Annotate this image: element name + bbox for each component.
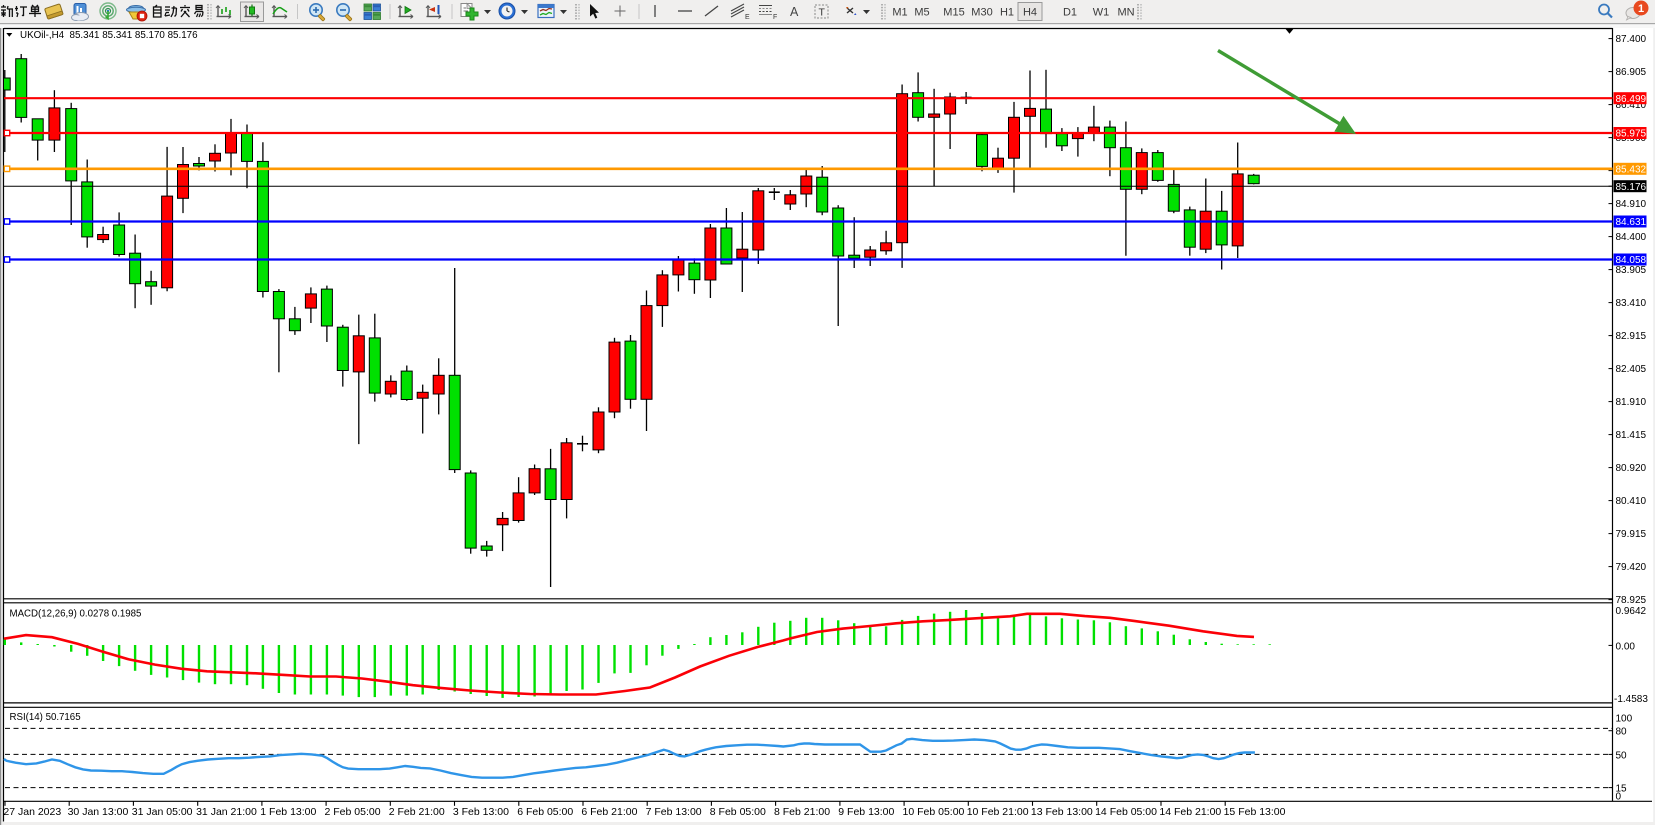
svg-text:H1: H1 xyxy=(1000,6,1014,18)
svg-text:82.405: 82.405 xyxy=(1616,364,1647,375)
svg-text:6 Feb 21:00: 6 Feb 21:00 xyxy=(581,806,637,818)
svg-text:W1: W1 xyxy=(1093,6,1110,18)
svg-text:27 Jan 2023: 27 Jan 2023 xyxy=(3,806,61,818)
svg-text:100: 100 xyxy=(1616,713,1633,724)
svg-text:80: 80 xyxy=(1616,727,1628,738)
svg-text:81.910: 81.910 xyxy=(1616,397,1647,408)
svg-text:84.058: 84.058 xyxy=(1616,255,1647,266)
svg-text:0.9642: 0.9642 xyxy=(1616,606,1647,617)
svg-text:86.905: 86.905 xyxy=(1616,67,1647,78)
svg-text:8 Feb 05:00: 8 Feb 05:00 xyxy=(710,806,766,818)
svg-text:82.915: 82.915 xyxy=(1616,331,1647,342)
svg-text:83.905: 83.905 xyxy=(1616,265,1647,276)
svg-text:1: 1 xyxy=(1638,3,1644,15)
svg-text:80.410: 80.410 xyxy=(1616,496,1647,507)
svg-text:79.915: 79.915 xyxy=(1616,529,1647,540)
svg-text:1 Feb 13:00: 1 Feb 13:00 xyxy=(260,806,316,818)
svg-text:UKOil-,H4 85.341 85.341 85.17: UKOil-,H4 85.341 85.341 85.170 85.176 xyxy=(20,30,198,41)
svg-text:M15: M15 xyxy=(943,6,964,18)
svg-text:M30: M30 xyxy=(971,6,992,18)
svg-text:M5: M5 xyxy=(914,6,929,18)
svg-text:E: E xyxy=(745,14,750,21)
svg-text:14 Feb 21:00: 14 Feb 21:00 xyxy=(1159,806,1221,818)
svg-text:T: T xyxy=(819,7,826,19)
svg-text:3 Feb 13:00: 3 Feb 13:00 xyxy=(453,806,509,818)
svg-text:81.415: 81.415 xyxy=(1616,430,1647,441)
svg-text:10 Feb 05:00: 10 Feb 05:00 xyxy=(903,806,965,818)
svg-text:MN: MN xyxy=(1117,6,1134,18)
svg-text:MACD(12,26,9) 0.0278 0.1985: MACD(12,26,9) 0.0278 0.1985 xyxy=(10,609,142,620)
svg-text:86.499: 86.499 xyxy=(1616,94,1647,105)
svg-text:D1: D1 xyxy=(1063,6,1077,18)
svg-text:2 Feb 05:00: 2 Feb 05:00 xyxy=(325,806,381,818)
svg-text:15 Feb 13:00: 15 Feb 13:00 xyxy=(1224,806,1286,818)
svg-text:14 Feb 05:00: 14 Feb 05:00 xyxy=(1095,806,1157,818)
svg-text:-1.4583: -1.4583 xyxy=(1614,694,1648,705)
svg-text:0: 0 xyxy=(1616,791,1622,802)
svg-text:78.925: 78.925 xyxy=(1616,595,1647,606)
svg-text:RSI(14) 50.7165: RSI(14) 50.7165 xyxy=(10,712,81,723)
svg-text:A: A xyxy=(790,5,799,19)
svg-text:31 Jan 05:00: 31 Jan 05:00 xyxy=(132,806,193,818)
svg-text:50: 50 xyxy=(1616,750,1628,761)
svg-text:M1: M1 xyxy=(892,6,907,18)
svg-text:9 Feb 13:00: 9 Feb 13:00 xyxy=(838,806,894,818)
svg-text:15: 15 xyxy=(1616,783,1628,794)
svg-text:80.920: 80.920 xyxy=(1616,463,1647,474)
svg-text:F: F xyxy=(773,14,777,21)
svg-text:84.910: 84.910 xyxy=(1616,199,1647,210)
svg-text:84.400: 84.400 xyxy=(1616,232,1647,243)
svg-text:0.00: 0.00 xyxy=(1616,641,1636,652)
svg-text:79.420: 79.420 xyxy=(1616,562,1647,573)
svg-text:30 Jan 13:00: 30 Jan 13:00 xyxy=(68,806,129,818)
svg-text:10 Feb 21:00: 10 Feb 21:00 xyxy=(967,806,1029,818)
svg-text:87.400: 87.400 xyxy=(1616,34,1647,45)
svg-text:83.410: 83.410 xyxy=(1616,298,1647,309)
svg-text:86.410: 86.410 xyxy=(1616,100,1647,111)
svg-text:84.631: 84.631 xyxy=(1616,217,1647,228)
svg-text:H4: H4 xyxy=(1023,6,1037,18)
svg-text:85.176: 85.176 xyxy=(1616,182,1647,193)
svg-text:85.432: 85.432 xyxy=(1616,165,1647,176)
svg-text:13 Feb 13:00: 13 Feb 13:00 xyxy=(1031,806,1093,818)
svg-text:85.975: 85.975 xyxy=(1616,129,1647,140)
svg-text:31 Jan 21:00: 31 Jan 21:00 xyxy=(196,806,257,818)
svg-text:8 Feb 21:00: 8 Feb 21:00 xyxy=(774,806,830,818)
svg-text:2 Feb 21:00: 2 Feb 21:00 xyxy=(389,806,445,818)
svg-text:6 Feb 05:00: 6 Feb 05:00 xyxy=(517,806,573,818)
svg-text:7 Feb 13:00: 7 Feb 13:00 xyxy=(646,806,702,818)
